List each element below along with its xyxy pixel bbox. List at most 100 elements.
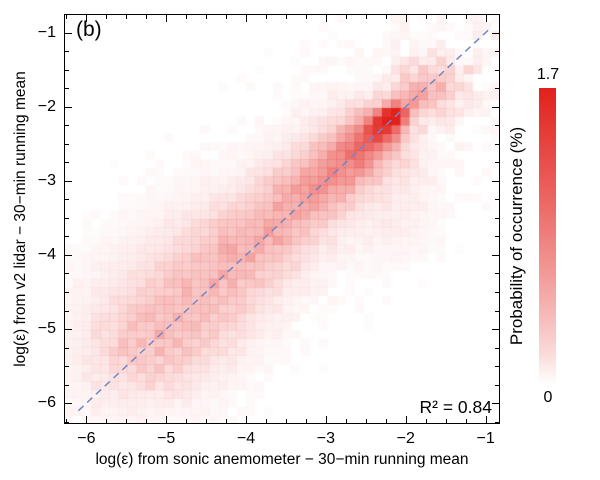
x-tick-mark: [405, 416, 407, 423]
x-tick-label: −3: [316, 430, 336, 447]
colorbar-min-label: 0: [543, 389, 553, 406]
x-tick-mark: [246, 416, 248, 423]
y-minor-tick: [65, 88, 69, 90]
y-tick-mark: [492, 254, 499, 256]
y-minor-tick: [65, 366, 69, 368]
y-tick-mark: [65, 180, 72, 182]
y-minor-tick: [65, 236, 69, 238]
y-minor-tick: [495, 143, 499, 145]
x-minor-tick: [266, 15, 268, 19]
y-tick-label: −6: [37, 394, 56, 412]
y-tick-label: −5: [37, 320, 56, 338]
y-tick-label: −4: [37, 245, 56, 263]
y-minor-tick: [65, 217, 69, 219]
y-tick-label: −1: [37, 23, 56, 41]
y-minor-tick: [65, 199, 69, 201]
x-minor-tick: [285, 419, 287, 423]
x-minor-tick: [106, 419, 108, 423]
x-tick-label: −6: [77, 430, 96, 447]
y-minor-tick: [495, 51, 499, 53]
x-tick-mark: [166, 416, 168, 423]
x-minor-tick: [385, 15, 387, 19]
x-minor-tick: [285, 15, 287, 19]
y-minor-tick: [495, 217, 499, 219]
x-tick-mark: [485, 416, 487, 423]
y-minor-tick: [65, 292, 69, 294]
x-tick-mark: [166, 15, 168, 22]
y-minor-tick: [65, 162, 69, 164]
x-minor-tick: [186, 419, 188, 423]
x-minor-tick: [365, 15, 367, 19]
colorbar-max-label: 1.7: [536, 66, 560, 83]
y-minor-tick: [65, 125, 69, 127]
y-tick-mark: [65, 329, 72, 331]
y-minor-tick: [65, 310, 69, 312]
y-minor-tick: [495, 162, 499, 164]
x-minor-tick: [266, 419, 268, 423]
y-tick-mark: [492, 32, 499, 34]
x-tick-mark: [325, 416, 327, 423]
x-minor-tick: [66, 15, 68, 19]
x-minor-tick: [146, 419, 148, 423]
y-tick-mark: [492, 106, 499, 108]
x-tick-label: −1: [476, 430, 495, 447]
y-minor-tick: [65, 384, 69, 386]
y-minor-tick: [495, 347, 499, 349]
y-tick-mark: [65, 32, 72, 34]
x-minor-tick: [126, 15, 128, 19]
y-minor-tick: [65, 347, 69, 349]
y-tick-mark: [492, 180, 499, 182]
x-minor-tick: [365, 419, 367, 423]
x-minor-tick: [226, 419, 228, 423]
y-minor-tick: [495, 88, 499, 90]
x-minor-tick: [146, 15, 148, 19]
y-tick-label: −2: [37, 97, 56, 115]
x-minor-tick: [305, 419, 307, 423]
panel-label: (b): [76, 18, 102, 41]
x-tick-mark: [325, 15, 327, 22]
x-tick-mark: [246, 15, 248, 22]
x-minor-tick: [425, 419, 427, 423]
y-tick-label: −3: [37, 171, 56, 189]
x-minor-tick: [445, 419, 447, 423]
y-minor-tick: [495, 421, 499, 423]
x-minor-tick: [186, 15, 188, 19]
y-minor-tick: [495, 199, 499, 201]
y-minor-tick: [495, 69, 499, 71]
x-minor-tick: [206, 15, 208, 19]
colorbar-gradient: [539, 88, 556, 385]
y-tick-mark: [65, 403, 72, 405]
x-tick-label: −5: [157, 430, 176, 447]
x-minor-tick: [305, 15, 307, 19]
x-minor-tick: [106, 15, 108, 19]
x-minor-tick: [66, 419, 68, 423]
r-squared-annotation: R² = 0.84: [419, 397, 492, 417]
x-minor-tick: [465, 15, 467, 19]
y-minor-tick: [65, 143, 69, 145]
x-minor-tick: [345, 15, 347, 19]
y-minor-tick: [495, 366, 499, 368]
x-minor-tick: [226, 15, 228, 19]
y-tick-mark: [492, 329, 499, 331]
y-minor-tick: [495, 236, 499, 238]
x-tick-mark: [485, 15, 487, 22]
y-minor-tick: [65, 69, 69, 71]
y-axis-label: log(ε) from v2 lidar − 30−min running me…: [12, 71, 29, 367]
x-tick-mark: [86, 416, 88, 423]
x-minor-tick: [206, 419, 208, 423]
x-tick-label: −2: [396, 430, 415, 447]
x-axis-label: log(ε) from sonic anemometer − 30−min ru…: [95, 451, 469, 468]
y-minor-tick: [495, 125, 499, 127]
x-minor-tick: [126, 419, 128, 423]
x-tick-label: −4: [236, 430, 256, 447]
x-tick-mark: [405, 15, 407, 22]
x-minor-tick: [385, 419, 387, 423]
y-minor-tick: [65, 421, 69, 423]
y-tick-mark: [65, 254, 72, 256]
colorbar-title: Probability of occurrence (%): [507, 126, 526, 346]
plot-frame: [64, 14, 500, 424]
x-minor-tick: [465, 419, 467, 423]
y-minor-tick: [65, 273, 69, 275]
y-minor-tick: [495, 292, 499, 294]
